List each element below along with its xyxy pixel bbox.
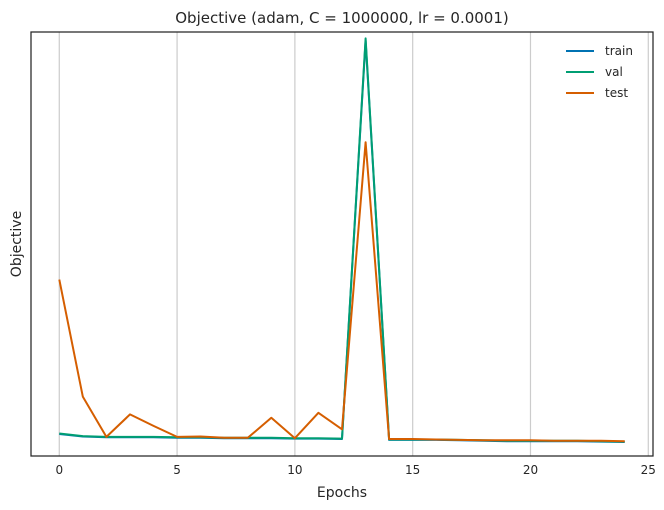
series-line-train bbox=[59, 39, 625, 443]
x-tick-label: 0 bbox=[55, 463, 63, 477]
plot-frame bbox=[30, 31, 654, 457]
legend-label-val: val bbox=[605, 65, 623, 79]
legend-label-train: train bbox=[605, 44, 633, 58]
y-axis-label: Objective bbox=[9, 211, 25, 277]
series-line-val bbox=[59, 37, 625, 443]
x-tick-label: 25 bbox=[641, 463, 656, 477]
grid-lines bbox=[58, 32, 649, 456]
x-tick-label: 5 bbox=[173, 463, 181, 477]
legend-label-test: test bbox=[605, 86, 628, 100]
chart-title: Objective (adam, C = 1000000, lr = 0.000… bbox=[175, 9, 509, 27]
legend: train val test bbox=[566, 44, 633, 100]
x-axis-label: Epochs bbox=[317, 485, 367, 501]
x-tick-label: 10 bbox=[287, 463, 302, 477]
series-lines bbox=[58, 37, 625, 443]
x-tick-label: 20 bbox=[523, 463, 538, 477]
series-line-test bbox=[58, 141, 625, 443]
x-tick-label: 15 bbox=[405, 463, 420, 477]
x-ticks: 0 5 10 15 20 25 bbox=[55, 463, 655, 477]
